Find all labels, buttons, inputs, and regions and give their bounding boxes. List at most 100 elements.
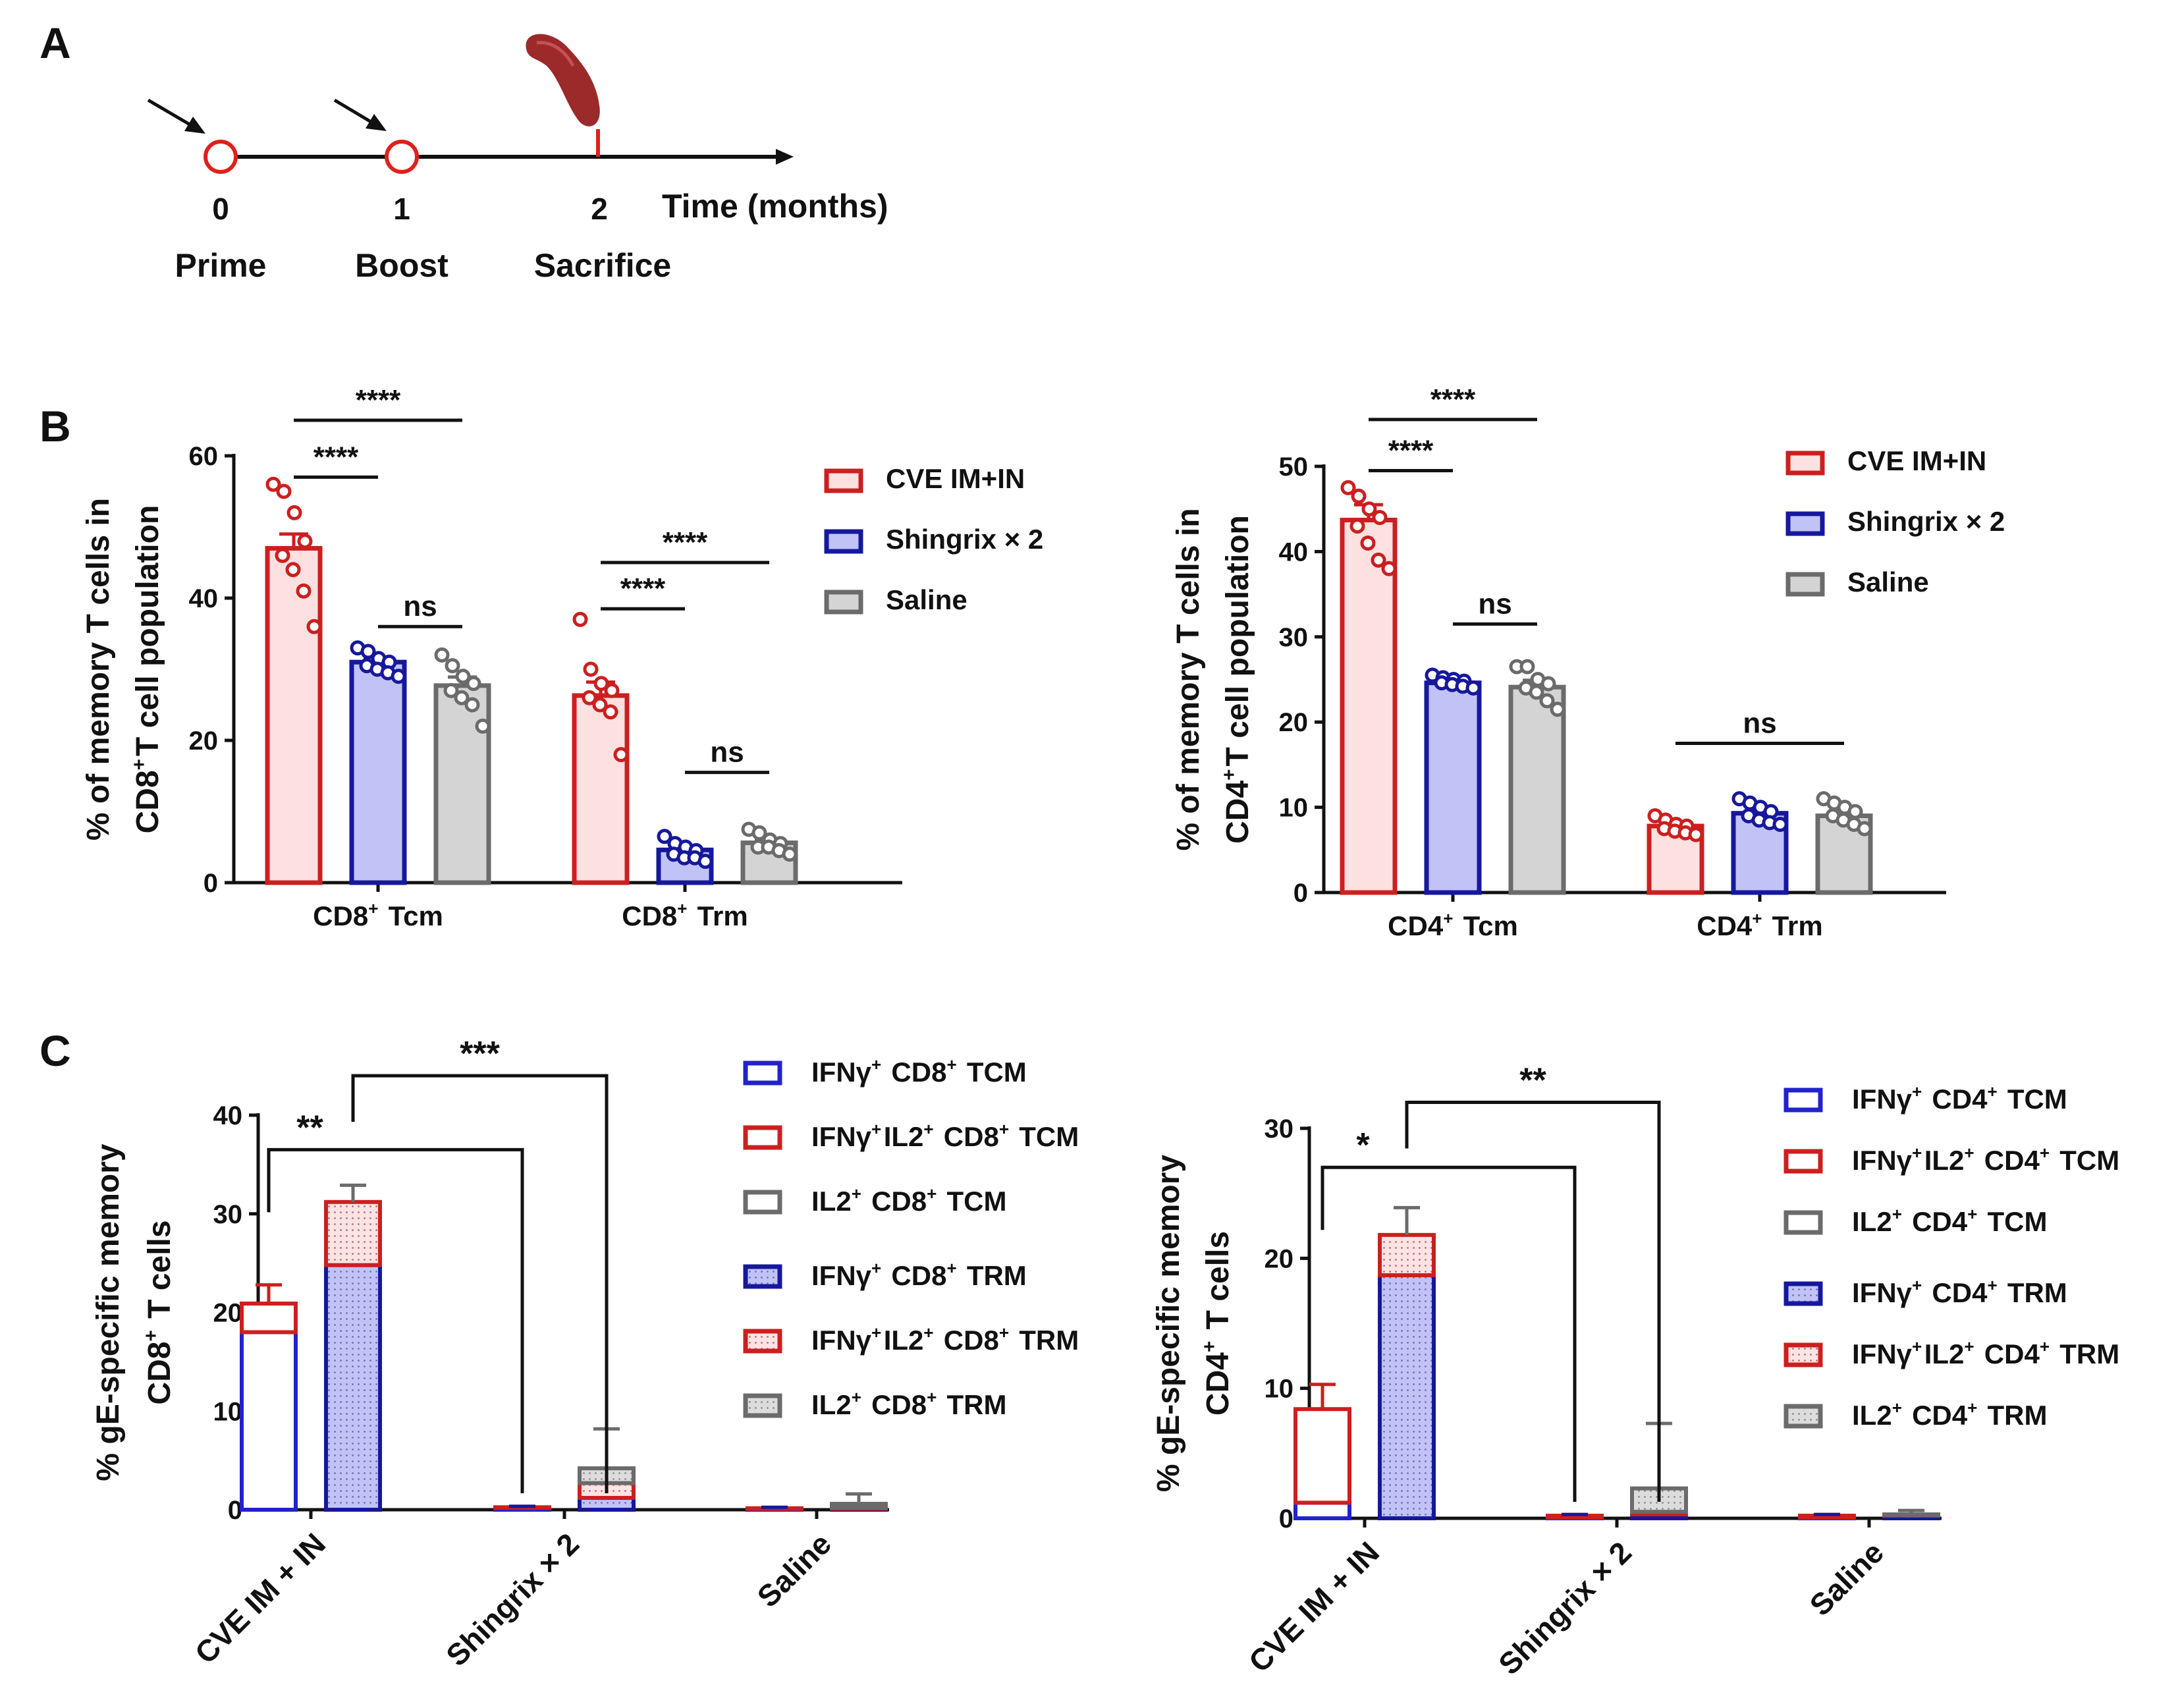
significance-label: ***	[460, 1035, 500, 1073]
stacked-bar-segment	[240, 1302, 298, 1335]
x-category-label: Shingrix × 2	[1492, 1535, 1638, 1681]
data-point	[1340, 480, 1356, 495]
y-tick-label: 0	[1293, 879, 1308, 908]
timeline-panel: 0 1 2 Time (months) Prime Boost Sacrific…	[147, 34, 888, 284]
y-axis-label: CD8+ T cells	[140, 1220, 177, 1404]
legend-label: IFNγ+ IL2+ CD4+ TRM	[1852, 1336, 2119, 1369]
timeline-prime-marker	[204, 140, 238, 174]
stacked-bar-segment	[830, 1502, 888, 1510]
significance-bracket	[1405, 1101, 1661, 1502]
data-point	[1361, 501, 1377, 517]
x-category-label: Shingrix × 2	[439, 1526, 585, 1672]
legend-label: IL2+ CD4+ TCM	[1852, 1204, 2047, 1237]
data-point	[572, 611, 588, 627]
legend-swatch	[824, 468, 863, 493]
legend-swatch	[743, 1329, 782, 1354]
y-axis-label: % of memory T cells in	[81, 498, 116, 840]
legend-swatch	[1783, 1342, 1823, 1367]
data-point	[443, 682, 459, 698]
timeline-label-sacrifice: Sacrifice	[534, 247, 671, 284]
data-point	[445, 658, 460, 674]
legend-swatch	[743, 1393, 782, 1418]
significance-label: ns	[1478, 588, 1511, 620]
bar	[1424, 680, 1482, 895]
legend-swatch	[1785, 572, 1825, 597]
bar	[1340, 518, 1398, 895]
data-point	[1360, 535, 1376, 551]
timeline-tick-1: 1	[393, 192, 410, 226]
significance-bracket	[351, 1074, 609, 1493]
significance-label: ****	[1430, 383, 1476, 416]
timeline-arrowhead	[776, 149, 794, 165]
stacked-bar-segment	[324, 1199, 382, 1267]
x-category-label: CVE IM + IN	[1242, 1535, 1386, 1678]
timeline-label-boost: Boost	[355, 247, 449, 284]
timeline-boost-marker	[385, 140, 419, 174]
legend-swatch	[1783, 1281, 1823, 1306]
bar	[1508, 684, 1566, 895]
significance-label: **	[296, 1109, 323, 1147]
data-point	[657, 829, 672, 844]
legend-label: IFNγ+ CD8+ TRM	[811, 1258, 1027, 1291]
y-tick-label: 10	[1265, 1375, 1294, 1404]
data-point	[1349, 518, 1365, 534]
arrow-icon	[147, 98, 205, 134]
stacked-bar-segment	[240, 1330, 298, 1512]
legend-label: IFNγ+ CD4+ TRM	[1852, 1275, 2067, 1308]
y-axis-label: CD4+ T cells	[1199, 1231, 1236, 1416]
x-category-label: CVE IM + IN	[188, 1526, 332, 1670]
data-point	[1351, 488, 1367, 504]
data-point	[265, 476, 281, 492]
legend-label: IFNγ+ IL2+ CD4+ TCM	[1852, 1143, 2119, 1176]
data-point	[297, 534, 313, 549]
y-tick-label: 30	[1279, 623, 1309, 652]
significance-label: ****	[356, 384, 401, 416]
y-tick-label: 50	[1279, 453, 1309, 482]
significance-label: **	[1519, 1062, 1546, 1100]
data-point	[1381, 561, 1397, 576]
legend-label: IL2+ CD8+ TCM	[811, 1184, 1006, 1217]
data-point	[582, 690, 597, 705]
y-axis-label: % of memory T cells in	[1171, 508, 1206, 850]
data-point	[1847, 804, 1863, 819]
data-point	[475, 718, 491, 734]
data-point	[455, 669, 471, 684]
panel-label-a: A	[40, 18, 71, 67]
data-point	[275, 547, 290, 563]
data-point	[464, 697, 480, 713]
data-point	[592, 697, 608, 713]
data-point	[466, 676, 481, 692]
stacked-bar-segment	[1293, 1407, 1351, 1505]
legend-label: IL2+ CD8+ TRM	[811, 1387, 1006, 1420]
data-point	[276, 483, 292, 499]
significance-label: ns	[1743, 707, 1776, 740]
stacked-bar-segment	[324, 1263, 382, 1512]
x-category-label: Saline	[750, 1526, 838, 1614]
y-tick-label: 20	[1279, 708, 1309, 737]
significance-label: ns	[403, 590, 437, 622]
data-point	[583, 661, 599, 677]
chart-b_cd4: 0 10 20 30 40 50 % of memory T cells in CD4+ T …	[1171, 383, 2005, 941]
data-point	[1540, 676, 1556, 692]
legend-label: CVE IM+IN	[1847, 445, 1986, 476]
y-tick-label: 30	[1265, 1115, 1294, 1143]
legend-label: Saline	[1847, 566, 1929, 597]
data-point	[1857, 821, 1872, 837]
data-point	[306, 619, 322, 634]
significance-label: ****	[663, 526, 708, 559]
bar	[349, 659, 407, 885]
data-point	[697, 854, 713, 869]
legend-label: Shingrix × 2	[1847, 506, 2005, 537]
x-category-label: CD8+ Tcm	[313, 898, 443, 931]
data-point	[360, 644, 376, 659]
data-point	[1371, 552, 1386, 568]
legend-swatch	[743, 1061, 782, 1086]
y-tick-label: 20	[213, 1299, 243, 1328]
significance-label: *	[1356, 1126, 1370, 1165]
chart-b_cd8: 0 20 40 60 % of memory T cells in CD8+ T cell…	[81, 384, 1043, 931]
legend-swatch	[1785, 451, 1825, 476]
significance-label: ****	[620, 572, 666, 605]
legend-label: IFNγ+ CD8+ TCM	[811, 1055, 1027, 1088]
legend-swatch	[743, 1264, 782, 1289]
data-point	[296, 583, 312, 599]
